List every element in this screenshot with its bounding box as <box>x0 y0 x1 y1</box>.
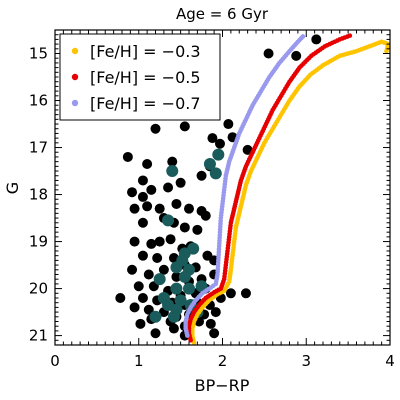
star-point <box>167 156 178 167</box>
star-point <box>207 133 218 144</box>
star-point <box>171 198 182 209</box>
star-point <box>311 34 322 45</box>
member-star-point <box>157 291 170 304</box>
star-point <box>209 328 220 339</box>
y-tick-label: 15 <box>29 45 48 63</box>
member-star-point <box>176 254 189 267</box>
chart-title: Age = 6 Gyr <box>176 5 269 23</box>
legend-marker <box>71 99 79 107</box>
member-star-point <box>212 148 225 161</box>
star-point <box>150 123 161 134</box>
star-point <box>205 318 216 329</box>
member-star-point <box>153 273 166 286</box>
x-tick-label: 1 <box>134 352 144 370</box>
star-point <box>242 144 253 155</box>
star-point <box>196 170 207 181</box>
star-point <box>154 236 165 247</box>
isochrone-point <box>300 34 306 39</box>
member-star-point <box>167 310 180 323</box>
star-point <box>240 288 251 299</box>
star-point <box>143 269 154 280</box>
star-point <box>129 203 140 214</box>
star-point <box>184 203 194 214</box>
star-point <box>171 271 182 282</box>
star-point <box>146 184 157 195</box>
member-star-point <box>166 165 179 178</box>
star-point <box>143 304 154 315</box>
y-tick-label: 19 <box>29 233 48 251</box>
star-point <box>192 224 203 235</box>
star-point <box>142 201 153 212</box>
y-tick-label: 21 <box>29 327 48 345</box>
star-point <box>179 222 190 233</box>
star-point <box>137 217 148 228</box>
y-tick-label: 20 <box>29 280 48 298</box>
isochrone-point <box>384 48 389 54</box>
star-point <box>152 253 163 264</box>
star-point <box>263 48 274 59</box>
star-point <box>165 234 176 245</box>
series-2-isochrone <box>183 34 306 338</box>
star-point <box>142 158 153 169</box>
member-star-point <box>178 270 191 283</box>
legend-label: [Fe/H] = −0.7 <box>90 94 201 113</box>
legend-marker <box>71 73 79 81</box>
axes: 0 1 2 3 4 15 16 17 18 19 20 21 <box>29 29 395 370</box>
star-point <box>168 323 179 334</box>
star-point <box>146 238 157 249</box>
member-star-point <box>203 157 216 170</box>
member-star-point <box>195 280 208 293</box>
star-point <box>214 138 225 149</box>
star-point <box>210 307 221 318</box>
star-point <box>158 264 169 275</box>
star-point <box>137 191 148 202</box>
star-point <box>122 151 133 162</box>
member-star-point <box>174 294 187 307</box>
legend-marker <box>71 47 79 55</box>
y-tick-label: 18 <box>29 186 48 204</box>
isochrone-point <box>347 33 353 38</box>
star-point <box>133 281 144 292</box>
star-point <box>150 328 161 339</box>
member-star-point <box>183 282 195 295</box>
x-tick-label: 2 <box>218 352 228 370</box>
series-1-isochrone <box>186 33 353 343</box>
x-tick-label: 0 <box>50 352 60 370</box>
member-star-point <box>170 282 183 295</box>
star-point <box>127 264 138 275</box>
legend-label: [Fe/H] = −0.5 <box>90 68 201 87</box>
star-point <box>137 292 148 303</box>
y-axis-title: G <box>3 182 22 194</box>
member-star-point <box>149 310 162 323</box>
star-point <box>137 250 148 261</box>
star-point <box>291 50 302 61</box>
star-point <box>163 182 174 193</box>
y-tick-label: 17 <box>29 139 48 157</box>
star-point <box>137 175 148 186</box>
star-point <box>129 302 140 313</box>
plot-area <box>115 33 390 345</box>
x-tick-label: 3 <box>301 352 311 370</box>
star-point <box>200 210 211 221</box>
star-point <box>127 187 138 198</box>
star-point <box>223 119 234 130</box>
x-axis-title: BP−RP <box>195 376 250 395</box>
star-point <box>129 236 140 247</box>
member-star-point <box>209 167 222 180</box>
x-tick-label: 4 <box>385 352 395 370</box>
legend-label: [Fe/H] = −0.3 <box>90 42 201 61</box>
star-point <box>225 288 236 299</box>
y-tick-label: 16 <box>29 92 48 110</box>
member-star-point <box>162 214 175 227</box>
star-point <box>135 318 146 329</box>
star-point <box>175 177 186 188</box>
legend-box <box>59 33 221 121</box>
star-point <box>115 292 126 303</box>
star-point <box>154 203 165 214</box>
star-point <box>179 121 190 132</box>
legend: [Fe/H] = −0.3 [Fe/H] = −0.5 [Fe/H] = −0.7 <box>59 33 221 121</box>
